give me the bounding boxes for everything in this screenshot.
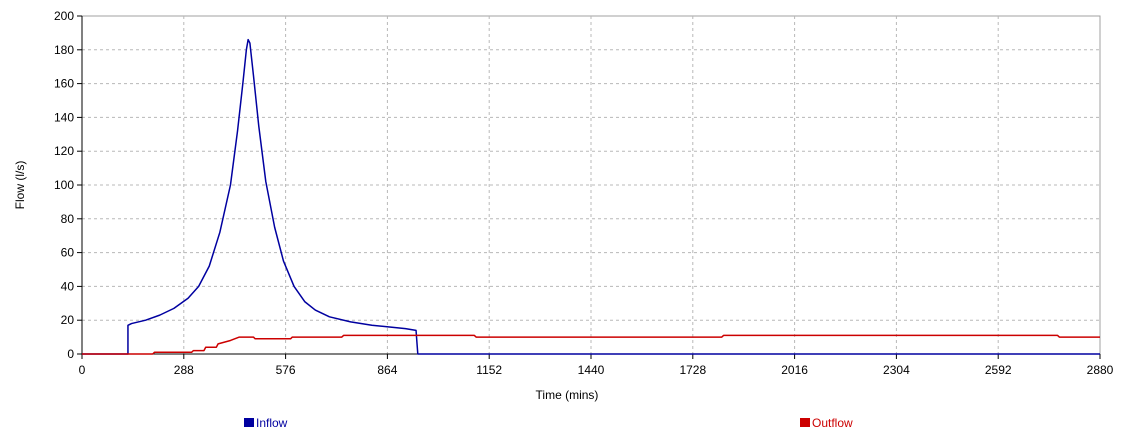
x-tick-label: 2880 [1087, 363, 1114, 377]
y-tick-label: 180 [54, 43, 74, 57]
x-tick-label: 2016 [781, 363, 808, 377]
y-tick-label: 200 [54, 9, 74, 23]
series-lines [82, 38, 1100, 355]
y-tick-label: 160 [54, 77, 74, 91]
legend-item-inflow: Inflow [244, 416, 288, 430]
x-tick-label: 576 [276, 363, 296, 377]
y-tick-label: 0 [67, 347, 74, 361]
y-tick-label: 40 [61, 279, 75, 293]
series-line-outflow [82, 334, 1100, 355]
x-tick-label: 2304 [883, 363, 910, 377]
x-tick-label: 1728 [679, 363, 706, 377]
x-tick-label: 288 [174, 363, 194, 377]
y-tick-label: 100 [54, 178, 74, 192]
legend-swatch [800, 418, 810, 427]
x-tick-label: 864 [377, 363, 397, 377]
y-axis-title: Flow (l/s) [13, 161, 27, 210]
x-tick-label: 2592 [985, 363, 1012, 377]
y-tick-label: 60 [61, 246, 75, 260]
y-tick-label: 80 [61, 212, 75, 226]
x-tick-label: 0 [79, 363, 86, 377]
series-line-inflow [82, 38, 1100, 355]
legend-label: Inflow [256, 416, 288, 430]
y-tick-label: 20 [61, 313, 75, 327]
legend-item-outflow: Outflow [800, 416, 853, 430]
x-tick-label: 1440 [578, 363, 605, 377]
legend-label: Outflow [812, 416, 853, 430]
y-tick-label: 120 [54, 144, 74, 158]
grid [81, 15, 1101, 355]
y-tick-label: 140 [54, 110, 74, 124]
legend-swatch [244, 418, 254, 427]
x-axis-title: Time (mins) [536, 388, 599, 402]
legend: Inflow Outflow [244, 416, 853, 430]
x-tick-label: 1152 [476, 363, 502, 377]
tick-labels: 0 288 576 864 1152 1440 1728 2016 2304 2592 2880 0 2… [54, 9, 1114, 377]
